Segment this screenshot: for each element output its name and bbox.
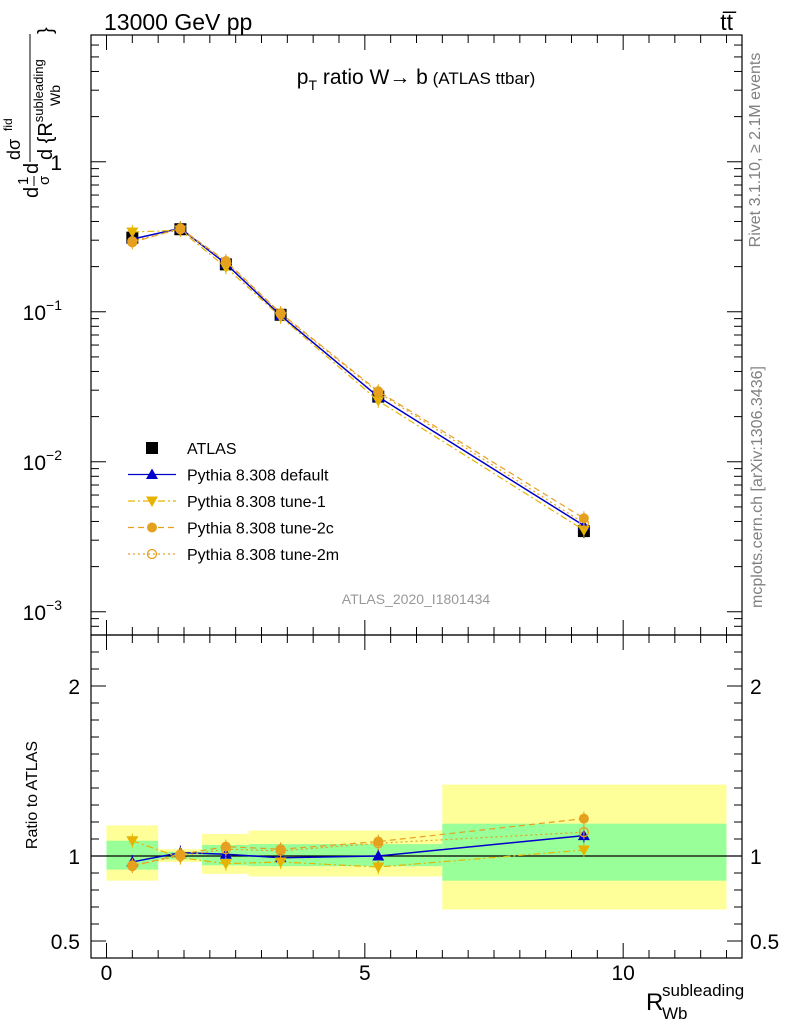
tick-label-exponent: −2	[46, 447, 62, 463]
legend-marker	[147, 522, 157, 533]
plot-title-subscript: T	[308, 77, 317, 93]
ratio-y-axis-label: Ratio to ATLAS	[24, 741, 41, 849]
ylabel-one: 1	[15, 177, 32, 185]
ratio-plot-marks	[91, 811, 742, 875]
ratio-series-line-2	[132, 818, 584, 867]
mcplots-label: mcplots.cern.ch [arXiv:1306.3436]	[749, 366, 766, 608]
ratio-y-tick-label-right: 1	[750, 846, 762, 869]
main-series-line-4	[132, 228, 585, 524]
ratio-data-point	[373, 838, 384, 849]
main-data-point	[175, 224, 186, 235]
ratio-uncertainty-bands	[106, 784, 727, 910]
legend-marker	[146, 442, 158, 454]
x-axis-label-sub: Wb	[662, 1004, 688, 1023]
legend-label: ATLAS	[187, 441, 237, 458]
legend-label: Pythia 8.308 tune-2m	[187, 547, 339, 564]
ratio-y-tick-label-right: 2	[750, 676, 762, 699]
x-axis-label-super: subleading	[662, 981, 744, 1000]
ratio-data-point	[126, 836, 139, 847]
legend-label: Pythia 8.308 default	[187, 468, 329, 485]
main-y-tick-label: 10−3	[23, 597, 63, 625]
ratio-data-point	[578, 827, 590, 838]
ratio-series-line-1	[132, 840, 584, 868]
ratio-series-line-3	[132, 831, 584, 866]
ylabel-r-super: subleading	[31, 59, 46, 122]
x-axis-label: R subleading Wb	[646, 981, 744, 1023]
main-plot-panel: 10−310−210−11 pT ratio W→ b (ATLAS ttbar…	[1, 27, 743, 636]
tick-label-base: 10	[23, 452, 46, 475]
main-data-point	[578, 517, 590, 529]
main-plot-frame	[90, 34, 743, 636]
ylabel-d-fraction: d	[21, 187, 43, 198]
plot-title: pT ratio W→ b (ATLAS ttbar)	[297, 66, 536, 93]
main-y-axis-label: d 1 σ d dσ fid d {Rsubleading Wb }	[1, 27, 63, 198]
ylabel-d2: d	[21, 163, 43, 174]
ylabel-r-sub: Wb	[47, 85, 63, 106]
main-y-tick-label: 10−2	[23, 447, 63, 475]
ratio-y-tick-label: 2	[68, 676, 80, 699]
tick-label-base: 10	[23, 602, 46, 625]
ratio-data-point	[274, 857, 287, 868]
legend-label: Pythia 8.308 tune-2c	[187, 521, 334, 538]
main-data-point	[127, 236, 138, 247]
main-plot-axes: 10−310−210−11	[23, 34, 742, 636]
ratio-data-point	[220, 844, 232, 855]
ratio-data-point	[127, 860, 138, 871]
ylabel-d-r: d {R	[35, 122, 57, 160]
legend-marker	[146, 468, 158, 479]
ratio-y-tick-label-right: 0.5	[750, 931, 779, 954]
main-data-point	[577, 525, 590, 537]
main-data-point	[220, 256, 232, 268]
legend-marker	[146, 548, 158, 560]
plot-title-suffix: (ATLAS ttbar)	[428, 69, 535, 88]
legend-marker	[146, 496, 158, 507]
tick-label-base: 1	[50, 152, 62, 175]
ratio-y-tick-label: 0.5	[51, 931, 80, 954]
main-data-point	[275, 308, 286, 319]
ylabel-dsigma: dσ	[4, 139, 24, 160]
ratio-y-tick-label: 1	[68, 846, 80, 869]
ratio-data-point	[577, 845, 590, 857]
x-axis-label-main: R	[646, 989, 663, 1016]
plot-title-prefix: p	[297, 66, 309, 89]
process-label: tt̅	[720, 9, 736, 35]
ratio-data-point	[372, 862, 385, 874]
ylabel-fid: fid	[1, 118, 15, 131]
main-data-point	[373, 387, 384, 398]
ratio-plot-axes: 0.5 0.5 1 1 2 2 0 5 10	[51, 635, 779, 985]
rivet-label: Rivet 3.1.10, ≥ 2.1M events	[747, 53, 764, 248]
tick-label-exponent: −1	[46, 297, 62, 313]
legend: ATLAS Pythia 8.308 default Pythia 8.308 tu…	[128, 441, 339, 564]
x-tick-label: 5	[359, 962, 371, 985]
plot-title-main: ratio W→ b	[317, 66, 428, 89]
legend-label: Pythia 8.308 tune-1	[187, 494, 326, 511]
ylabel-d: d	[21, 187, 43, 198]
main-data-point	[126, 227, 139, 239]
main-y-tick-label: 10−1	[23, 297, 63, 325]
tick-label-base: 10	[23, 302, 46, 325]
ratio-data-point	[219, 859, 232, 870]
ylabel-sigma: σ	[36, 175, 53, 185]
tick-label-exponent: −3	[46, 597, 62, 613]
analysis-watermark: ATLAS_2020_I1801434	[342, 591, 491, 607]
x-tick-label: 10	[611, 962, 634, 985]
collision-energy-label: 13000 GeV pp	[104, 9, 252, 35]
ratio-plot-panel: 0.5 0.5 1 1 2 2 0 5 10 Ratio to ATLAS R subleadi…	[24, 634, 779, 1023]
ylabel-denominator: d {Rsubleading	[31, 59, 57, 160]
ratio-data-point	[175, 850, 186, 862]
ratio-data-point	[372, 850, 385, 861]
main-plot-marks	[126, 221, 590, 539]
ratio-data-point	[578, 813, 589, 824]
main-data-point	[372, 396, 385, 407]
ylabel-brace: }	[35, 27, 57, 34]
ratio-data-point	[275, 845, 286, 857]
ratio-series-line-0	[132, 834, 584, 863]
x-tick-label: 0	[101, 962, 113, 985]
main-y-tick-label: 1	[50, 152, 62, 175]
